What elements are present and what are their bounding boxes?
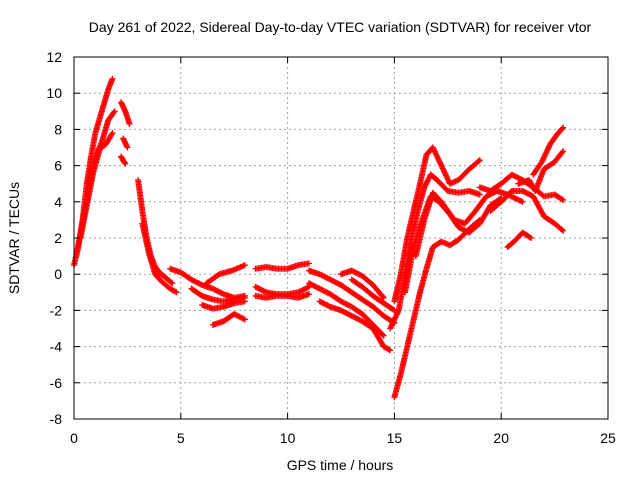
data-point <box>379 293 386 300</box>
data-point <box>197 281 204 288</box>
y-tick-label: 0 <box>54 266 62 282</box>
data-point <box>305 260 312 267</box>
data-point <box>168 279 175 286</box>
data-point <box>558 196 565 203</box>
data-point <box>559 125 566 132</box>
data-point <box>559 149 566 156</box>
data-point <box>526 234 533 241</box>
data-point <box>528 235 535 241</box>
data-point <box>214 272 221 279</box>
data-point <box>172 288 179 295</box>
data-point <box>241 316 248 323</box>
y-tick-label: 2 <box>54 230 62 246</box>
data-point <box>109 130 116 137</box>
y-tick-label: 8 <box>54 121 62 137</box>
data-point <box>240 315 247 322</box>
data-point <box>219 290 226 297</box>
data-point <box>110 109 117 116</box>
y-axis-label: SDTVAR / TECUs <box>6 182 22 294</box>
y-tick-label: -4 <box>50 339 63 355</box>
data-point <box>111 108 118 115</box>
x-tick-label: 10 <box>280 430 296 446</box>
data-point <box>380 332 387 339</box>
data-point <box>241 262 248 269</box>
data-point <box>475 158 482 165</box>
x-tick-label: 20 <box>493 430 509 446</box>
data-point <box>124 144 131 151</box>
y-tick-label: 10 <box>46 85 62 101</box>
data-point <box>476 157 483 164</box>
data-point <box>560 148 567 155</box>
data-point <box>173 289 180 296</box>
y-tick-label: -6 <box>50 375 63 391</box>
data-point <box>390 306 397 313</box>
data-point <box>560 196 567 203</box>
data-point <box>241 298 248 305</box>
data-point <box>558 226 565 233</box>
x-axis-label: GPS time / hours <box>287 457 394 473</box>
x-tick-label: 5 <box>177 430 185 446</box>
data-point <box>305 291 312 298</box>
x-tick-label: 15 <box>387 430 403 446</box>
data-point <box>385 346 392 353</box>
data-point <box>304 284 311 291</box>
data-point <box>519 198 526 205</box>
data-point <box>560 124 567 131</box>
y-tick-label: 6 <box>54 158 62 174</box>
data-point <box>261 288 268 295</box>
data-points <box>71 75 567 401</box>
data-point <box>109 75 116 82</box>
data-point <box>380 294 387 301</box>
x-tick-label: 25 <box>600 430 616 446</box>
data-point <box>169 280 176 287</box>
data-point <box>560 227 567 234</box>
data-point <box>379 331 386 338</box>
data-point <box>325 303 332 310</box>
y-tick-label: -2 <box>50 302 63 318</box>
data-point <box>387 347 394 354</box>
data-point <box>122 160 129 167</box>
y-tick-label: -8 <box>50 411 63 427</box>
data-point <box>121 159 128 166</box>
x-tick-label: 0 <box>70 430 78 446</box>
data-point <box>126 120 133 127</box>
axis-ticks: 0 5 10 15 20 25 -8 -6 -4 -2 0 2 4 6 8 10 12 <box>46 49 616 446</box>
y-tick-label: 4 <box>54 194 62 210</box>
chart-title: Day 261 of 2022, Sidereal Day-to-day VTE… <box>89 19 592 35</box>
data-point <box>476 191 483 198</box>
y-tick-label: 12 <box>46 49 62 65</box>
